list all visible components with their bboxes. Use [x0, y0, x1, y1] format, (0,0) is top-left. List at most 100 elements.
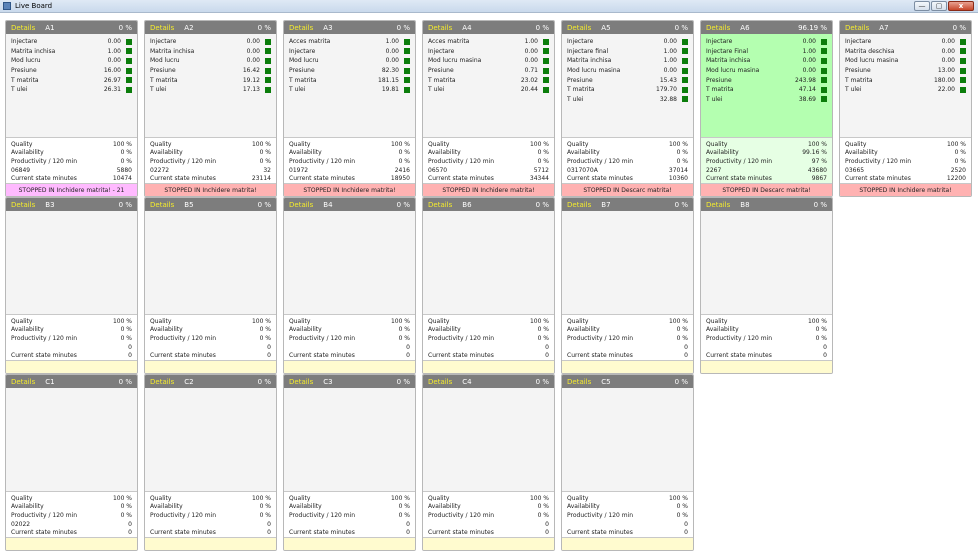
stat-row: Availability 0 %: [428, 503, 549, 512]
stat-value: 18950: [390, 175, 410, 183]
window-title: Live Board: [15, 2, 53, 10]
status-led-icon: [265, 48, 271, 55]
details-link[interactable]: Details: [11, 23, 36, 32]
maximize-button[interactable]: ▢: [931, 1, 947, 11]
stat-value: 100 %: [390, 494, 410, 502]
machine-status: STOPPED IN Inchidere matrita!: [423, 183, 554, 196]
machine-card: Details C3 0 % Quality 100 % Availability 0 % P…: [283, 374, 416, 551]
parameter-list: [284, 388, 415, 492]
efficiency-percent: 0 %: [813, 200, 827, 209]
machine-card: Details A3 0 % Acces matrita 1.00 Injectare 0.…: [283, 20, 416, 197]
stat-value: 0 %: [398, 149, 410, 157]
stat-row: Quality 100 %: [567, 494, 688, 503]
stat-value: 0: [684, 529, 688, 537]
stat-label: Quality: [567, 494, 589, 502]
parameter-label: Matrita deschisa: [845, 47, 895, 55]
stat-label: Quality: [150, 140, 172, 148]
stat-row: Availability 0 %: [150, 326, 271, 335]
parameter-value: 181.15: [378, 76, 399, 84]
stat-value: 0: [684, 520, 688, 528]
efficiency-percent: 0 %: [257, 23, 271, 32]
details-link[interactable]: Details: [289, 200, 314, 209]
stat-value: 5880: [116, 166, 132, 174]
stat-label: Availability: [567, 503, 600, 511]
live-board: Details A1 0 % Injectare 0.00 Matrita inchisa…: [0, 14, 978, 552]
details-link[interactable]: Details: [567, 23, 592, 32]
stat-row: Current state minutes 0: [567, 528, 688, 537]
status-led-icon: [543, 86, 549, 93]
parameter-row: Matrita inchisa 0.00: [150, 47, 271, 57]
details-link[interactable]: Details: [428, 200, 453, 209]
stat-row: Quality 100 %: [11, 140, 132, 149]
status-led-icon: [821, 77, 827, 84]
details-link[interactable]: Details: [150, 200, 175, 209]
stat-value: 100 %: [668, 140, 688, 148]
details-link[interactable]: Details: [150, 377, 175, 386]
stat-label: Availability: [150, 326, 183, 334]
stat-value: 0: [267, 343, 271, 351]
parameter-value: 0.00: [663, 67, 677, 75]
parameter-list: [6, 388, 137, 492]
stat-value: 100 %: [529, 140, 549, 148]
machine-status: STOPPED IN Inchidere matrita!: [840, 183, 971, 196]
parameter-row: Injectare 0.00: [428, 47, 549, 57]
stat-value: 37014: [668, 166, 688, 174]
parameter-label: Mod lucru: [289, 57, 319, 65]
parameter-row: T ulei 32.88: [567, 95, 688, 105]
machine-status: [284, 537, 415, 550]
stats-list: Quality 100 % Availability 0 % Productivity …: [6, 138, 137, 183]
details-link[interactable]: Details: [428, 23, 453, 32]
status-led-icon: [265, 77, 271, 84]
minimize-button[interactable]: —: [914, 1, 930, 11]
stat-row: Current state minutes 0: [289, 528, 410, 537]
machine-card: Details B4 0 % Quality 100 % Availability 0 % P…: [283, 197, 416, 374]
stat-row: 02272 32: [150, 166, 271, 175]
stat-value: 9867: [811, 175, 827, 183]
stat-label: Availability: [706, 149, 739, 157]
details-link[interactable]: Details: [11, 200, 36, 209]
machine-card: Details A6 96.19 % Injectare 0.00 Injectare F…: [700, 20, 833, 197]
details-link[interactable]: Details: [289, 23, 314, 32]
stat-label: Productivity / 120 min: [567, 157, 634, 165]
stat-row: Availability 0 %: [11, 149, 132, 158]
parameter-label: Injectare: [845, 38, 872, 46]
stat-label: Current state minutes: [11, 352, 77, 360]
window-controls: — ▢ x: [914, 1, 974, 11]
stat-row: Current state minutes 10474: [11, 174, 132, 183]
stat-value: 43680: [807, 166, 827, 174]
machine-name: C1: [45, 377, 55, 386]
stat-row: Quality 100 %: [428, 494, 549, 503]
details-link[interactable]: Details: [428, 377, 453, 386]
stats-list: Quality 100 % Availability 0 % Productivity …: [284, 315, 415, 360]
close-button[interactable]: x: [948, 1, 974, 11]
stat-value: 10474: [112, 175, 132, 183]
machine-status: [423, 537, 554, 550]
details-link[interactable]: Details: [150, 23, 175, 32]
details-link[interactable]: Details: [845, 23, 870, 32]
details-link[interactable]: Details: [567, 377, 592, 386]
details-link[interactable]: Details: [567, 200, 592, 209]
parameter-value: 32.88: [659, 95, 677, 103]
machine-name: A5: [601, 23, 611, 32]
stat-row: Current state minutes 0: [428, 528, 549, 537]
stat-row: Quality 100 %: [11, 494, 132, 503]
parameter-row: Mod lucru 0.00: [289, 56, 410, 66]
stat-label: Current state minutes: [567, 352, 633, 360]
card-header: Details B8 0 %: [701, 198, 832, 211]
details-link[interactable]: Details: [706, 23, 731, 32]
stat-value: 0 %: [120, 511, 132, 519]
parameter-label: Injectare: [11, 38, 38, 46]
stat-label: Productivity / 120 min: [150, 334, 217, 342]
stat-value: 0 %: [537, 503, 549, 511]
stat-row: Availability 0 %: [150, 149, 271, 158]
parameter-label: T ulei: [706, 95, 723, 103]
status-led-icon: [821, 86, 827, 93]
stats-list: Quality 100 % Availability 0 % Productivity …: [423, 492, 554, 537]
parameter-value: 0.00: [246, 38, 260, 46]
details-link[interactable]: Details: [289, 377, 314, 386]
stat-label: Availability: [150, 503, 183, 511]
parameter-value: 0.00: [802, 38, 816, 46]
stat-label: Current state minutes: [428, 352, 494, 360]
details-link[interactable]: Details: [706, 200, 731, 209]
details-link[interactable]: Details: [11, 377, 36, 386]
